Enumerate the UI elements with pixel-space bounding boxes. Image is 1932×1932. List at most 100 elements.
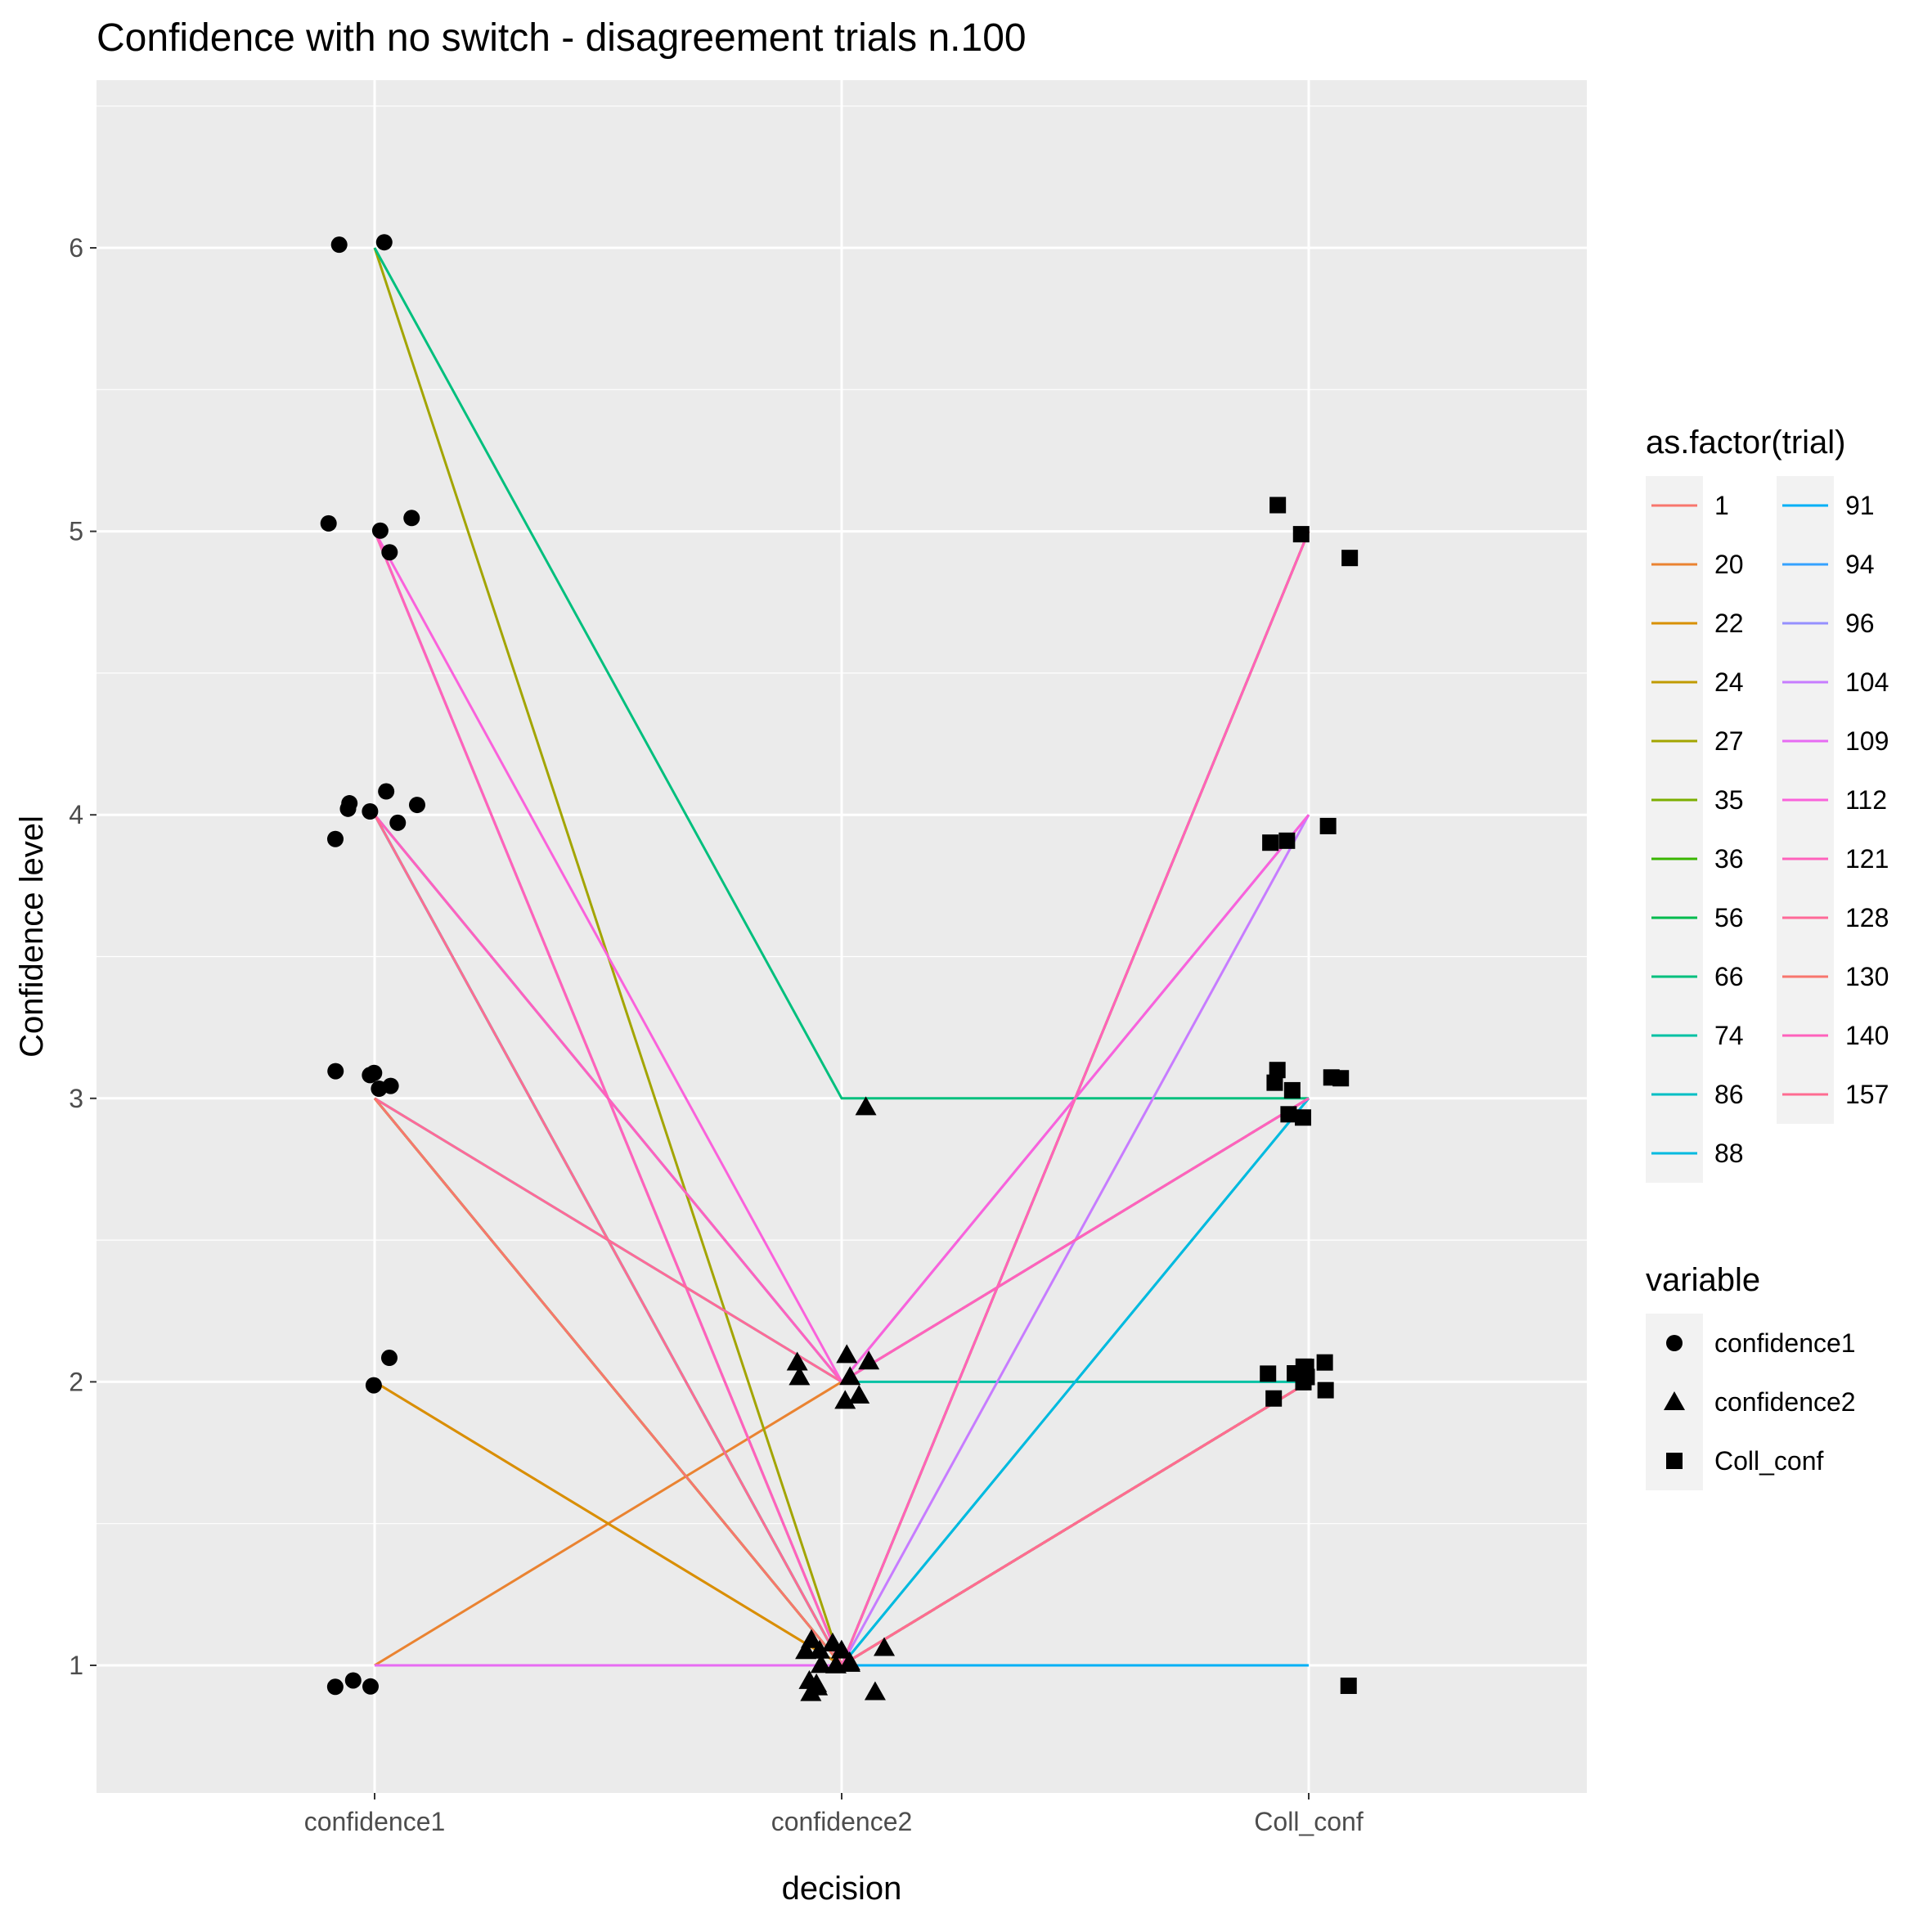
data-point	[408, 797, 425, 814]
legend-label: 112	[1845, 785, 1887, 815]
data-point	[789, 1366, 811, 1386]
data-point	[1262, 834, 1279, 851]
y-tick-label: 5	[69, 517, 83, 546]
data-point	[1283, 1081, 1301, 1099]
x-tick-label: Coll_conf	[1254, 1807, 1364, 1836]
legend-label: 130	[1845, 962, 1889, 991]
data-point	[1295, 1109, 1312, 1126]
data-point	[834, 1390, 856, 1409]
y-axis-title: Confidence level	[14, 815, 50, 1058]
legend-label: 121	[1845, 844, 1889, 874]
y-tick-label: 6	[69, 233, 83, 263]
legend-label: 94	[1845, 550, 1875, 579]
data-point	[365, 1377, 382, 1394]
chart-title: Confidence with no switch - disagreement…	[97, 16, 1027, 60]
data-point	[1266, 1074, 1283, 1091]
x-axis: confidence1 confidence2 Coll_conf	[304, 1793, 1364, 1836]
data-point	[1278, 832, 1296, 849]
legend-label: confidence2	[1714, 1387, 1856, 1417]
data-point	[381, 544, 398, 561]
data-point	[320, 514, 337, 532]
data-point	[375, 234, 393, 251]
data-point	[366, 1064, 383, 1081]
data-point	[326, 1678, 344, 1696]
data-point	[809, 1639, 831, 1659]
data-point	[821, 1632, 843, 1651]
legend-trial: as.factor(trial) 1 20 22 24 27 35 36 56 66 74 86 88…	[1646, 425, 1889, 1183]
legend-key-square	[1666, 1453, 1683, 1469]
legend-label: 74	[1714, 1021, 1744, 1050]
data-point	[801, 1629, 823, 1648]
data-point	[1298, 1368, 1315, 1386]
x-axis-title: decision	[782, 1871, 902, 1907]
data-point	[806, 1673, 828, 1692]
data-point	[1316, 1354, 1333, 1371]
data-point	[1340, 1677, 1357, 1694]
y-tick-label: 3	[69, 1084, 83, 1113]
legend-label: confidence1	[1714, 1328, 1856, 1358]
legend-label: 96	[1845, 609, 1875, 638]
legend-label: 1	[1714, 491, 1729, 520]
legend-label: 88	[1714, 1139, 1744, 1168]
data-point	[858, 1350, 880, 1370]
data-point	[1269, 496, 1287, 514]
legend-key-circle	[1666, 1335, 1683, 1351]
legend-label: 140	[1845, 1021, 1889, 1050]
data-point	[327, 1063, 344, 1080]
data-point	[838, 1652, 860, 1672]
data-point	[341, 795, 358, 812]
data-point	[380, 1350, 398, 1367]
data-point	[1280, 1106, 1297, 1123]
legend-label: 36	[1714, 844, 1744, 874]
data-point	[848, 1384, 870, 1404]
legend-variable-title: variable	[1646, 1262, 1760, 1298]
data-point	[1319, 817, 1337, 834]
legend-label: 56	[1714, 903, 1744, 932]
legend-label: 66	[1714, 962, 1744, 991]
legend-label: 109	[1845, 726, 1889, 756]
data-point	[1260, 1365, 1277, 1382]
legend-label: 24	[1714, 667, 1744, 697]
legend-label: Coll_conf	[1714, 1446, 1824, 1476]
x-tick-label: confidence2	[771, 1807, 913, 1836]
legend-trial-title: as.factor(trial)	[1646, 425, 1846, 461]
data-points	[320, 234, 1359, 1701]
data-point	[330, 236, 348, 254]
data-point	[371, 1081, 388, 1098]
legend-label: 104	[1845, 667, 1889, 697]
data-point	[1317, 1382, 1334, 1399]
legend-label: 27	[1714, 726, 1744, 756]
legend-label: 20	[1714, 550, 1744, 579]
legend-label: 86	[1714, 1080, 1744, 1109]
data-point	[836, 1344, 858, 1364]
legend-label: 91	[1845, 491, 1875, 520]
legend-key-triangle	[1664, 1391, 1685, 1410]
y-axis: 1 2 3 4 5 6	[69, 233, 97, 1680]
legend-label: 22	[1714, 609, 1744, 638]
data-point	[1265, 1390, 1283, 1407]
data-point	[378, 783, 395, 800]
data-point	[874, 1637, 896, 1656]
data-point	[362, 1678, 380, 1695]
data-point	[1332, 1070, 1350, 1087]
data-point	[786, 1351, 808, 1371]
data-point	[810, 1654, 832, 1674]
data-point	[1341, 550, 1359, 567]
legend-variable: variable confidence1 confidence2 Coll_conf	[1646, 1262, 1856, 1490]
data-point	[864, 1681, 886, 1701]
data-point	[362, 802, 379, 820]
y-tick-label: 1	[69, 1651, 83, 1680]
data-point	[344, 1672, 362, 1689]
legend-label: 35	[1714, 785, 1744, 815]
data-point	[1269, 1062, 1286, 1079]
data-point	[389, 814, 407, 831]
data-point	[839, 1366, 861, 1386]
data-point	[371, 522, 389, 539]
data-point	[1292, 526, 1310, 543]
y-tick-label: 2	[69, 1367, 83, 1396]
data-point	[403, 510, 420, 527]
data-point	[326, 830, 344, 847]
data-point	[855, 1096, 877, 1116]
y-tick-label: 4	[69, 800, 83, 829]
